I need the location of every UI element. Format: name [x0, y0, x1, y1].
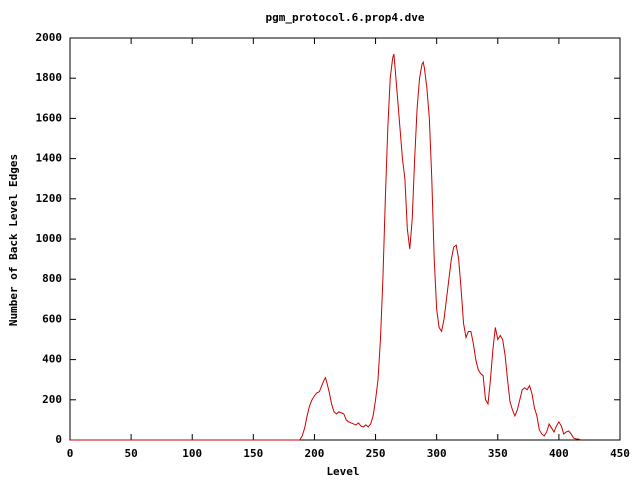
y-axis-label: Number of Back Level Edges	[7, 154, 20, 326]
x-tick-label: 250	[366, 447, 386, 460]
x-tick-label: 100	[182, 447, 202, 460]
y-tick-label: 1800	[36, 71, 63, 84]
chart-title: pgm_protocol.6.prop4.dve	[266, 11, 425, 24]
y-tick-label: 1600	[36, 111, 63, 124]
y-tick-label: 400	[42, 353, 62, 366]
y-tick-label: 0	[55, 433, 62, 446]
data-line	[70, 53, 582, 441]
y-tick-label: 1200	[36, 192, 63, 205]
x-tick-label: 300	[427, 447, 447, 460]
y-tick-label: 200	[42, 393, 62, 406]
y-tick-label: 2000	[36, 31, 63, 44]
y-tick-label: 1400	[36, 152, 63, 165]
plot-frame	[69, 37, 621, 441]
x-axis-label: Level	[326, 465, 359, 478]
y-tick-label: 1000	[36, 232, 63, 245]
x-tick-label: 50	[124, 447, 137, 460]
x-tick-label: 350	[488, 447, 508, 460]
x-tick-label: 0	[67, 447, 74, 460]
x-tick-label: 200	[305, 447, 325, 460]
y-tick-label: 800	[42, 272, 62, 285]
y-tick-label: 600	[42, 312, 62, 325]
x-tick-label: 400	[549, 447, 569, 460]
x-tick-label: 450	[610, 447, 630, 460]
x-tick-label: 150	[243, 447, 263, 460]
